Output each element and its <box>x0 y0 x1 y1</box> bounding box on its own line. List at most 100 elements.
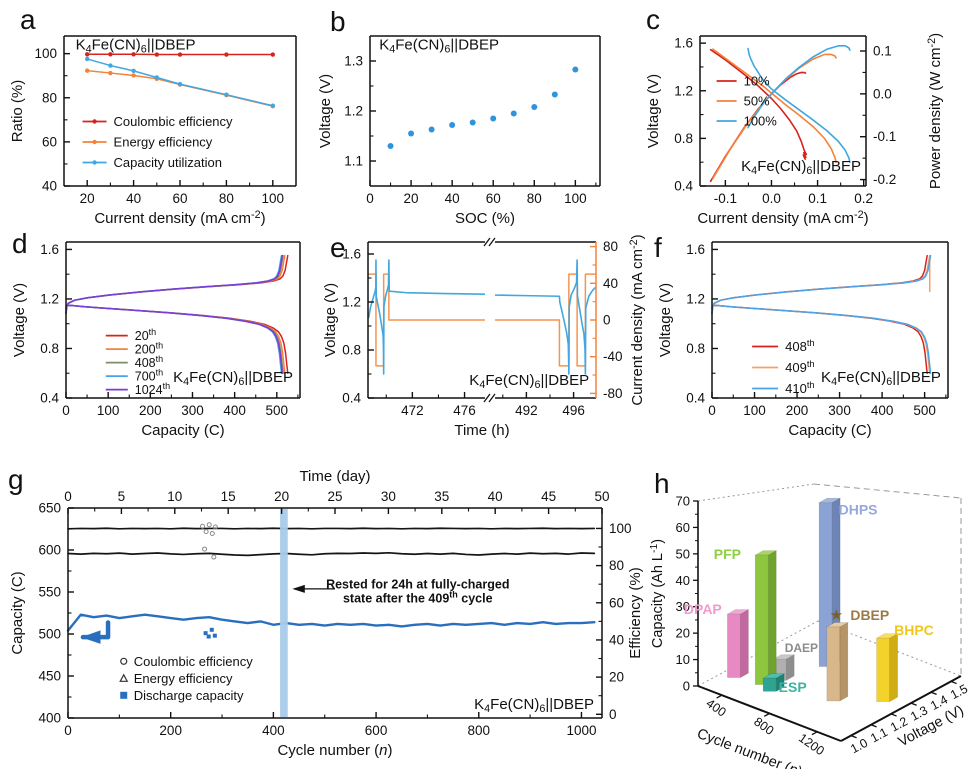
svg-text:60: 60 <box>486 191 501 206</box>
svg-text:200: 200 <box>159 723 182 738</box>
svg-text:472: 472 <box>401 403 424 418</box>
svg-text:0: 0 <box>64 489 72 504</box>
svg-text:400: 400 <box>262 723 285 738</box>
svg-text:800: 800 <box>751 715 776 738</box>
svg-text:60: 60 <box>42 134 57 149</box>
svg-text:Current density (mA cm-2): Current density (mA cm-2) <box>628 234 646 405</box>
svg-text:1.2: 1.2 <box>344 104 363 119</box>
svg-text:100: 100 <box>97 403 120 418</box>
svg-text:409th: 409th <box>785 359 815 375</box>
svg-text:492: 492 <box>515 403 538 418</box>
svg-text:400: 400 <box>704 696 729 719</box>
svg-text:600: 600 <box>38 543 61 558</box>
svg-text:Voltage (V): Voltage (V) <box>645 74 662 148</box>
svg-text:70: 70 <box>676 494 690 509</box>
svg-text:0.8: 0.8 <box>342 343 361 358</box>
svg-text:Capacity (C): Capacity (C) <box>788 422 871 439</box>
svg-text:408th: 408th <box>135 354 163 370</box>
svg-text:K4Fe(CN)6||DBEP: K4Fe(CN)6||DBEP <box>379 37 499 56</box>
svg-text:Energy efficiency: Energy efficiency <box>114 135 213 150</box>
svg-text:100: 100 <box>609 521 632 536</box>
panel-h-3d-comparison-chart: 0 10 20 30 40 50 60 70 Capacity (Ah L-1) 400 800 12… <box>649 483 968 769</box>
svg-text:0.8: 0.8 <box>674 131 693 146</box>
svg-text:1.3: 1.3 <box>344 54 363 69</box>
svg-text:-40: -40 <box>603 349 623 364</box>
svg-text:20th: 20th <box>135 327 156 343</box>
svg-text:200: 200 <box>139 403 162 418</box>
svg-text:496: 496 <box>562 403 585 418</box>
svg-text:0.4: 0.4 <box>674 179 693 194</box>
svg-text:80: 80 <box>219 191 234 206</box>
svg-text:-80: -80 <box>603 386 623 401</box>
panel-h-letter: h <box>654 468 670 499</box>
svg-text:410th: 410th <box>785 380 815 396</box>
svg-text:DAEP: DAEP <box>785 641 818 655</box>
svg-text:Capacity (C): Capacity (C) <box>9 571 26 654</box>
panel-f-rest-cycles-chart: 0 100 200 300 400 500 Capacity (C) 0.4 0.8 1.2 1.6… <box>657 241 949 439</box>
svg-text:100%: 100% <box>744 114 778 129</box>
svg-text:0.0: 0.0 <box>762 191 781 206</box>
svg-text:40: 40 <box>42 179 57 194</box>
svg-text:0: 0 <box>64 723 72 738</box>
svg-text:40: 40 <box>603 276 618 291</box>
svg-text:700th: 700th <box>135 368 163 384</box>
svg-text:Capacity (C): Capacity (C) <box>141 422 224 439</box>
panel-d-charge-discharge-chart: 0 100 200 300 400 500 Capacity (C) 0.4 0.8 1.2 1.6… <box>11 241 301 439</box>
svg-text:0: 0 <box>708 403 716 418</box>
svg-text:0.2: 0.2 <box>854 191 873 206</box>
svg-text:0.8: 0.8 <box>686 341 705 356</box>
svg-text:30: 30 <box>676 599 690 614</box>
svg-text:0: 0 <box>366 191 374 206</box>
svg-text:20: 20 <box>80 191 95 206</box>
svg-text:K4Fe(CN)6||DBEP: K4Fe(CN)6||DBEP <box>474 696 594 715</box>
svg-text:DHPS: DHPS <box>839 502 878 518</box>
panel-a-letter: a <box>20 4 36 35</box>
svg-text:500: 500 <box>38 627 61 642</box>
svg-text:40: 40 <box>676 573 690 588</box>
svg-text:1.1: 1.1 <box>868 725 890 746</box>
svg-text:15: 15 <box>221 489 236 504</box>
svg-text:DBEP: DBEP <box>850 607 889 623</box>
svg-text:50%: 50% <box>744 94 770 109</box>
svg-text:Rested for 24h at fully-charge: Rested for 24h at fully-charged <box>326 577 509 591</box>
svg-text:1.2: 1.2 <box>686 291 705 306</box>
svg-text:0.1: 0.1 <box>873 44 892 59</box>
svg-text:Current density (mA cm-2): Current density (mA cm-2) <box>94 209 265 227</box>
svg-text:state after the 409th cycle: state after the 409th cycle <box>343 590 493 606</box>
svg-text:DPAP: DPAP <box>684 601 722 617</box>
svg-text:Efficiency (%): Efficiency (%) <box>627 567 644 658</box>
svg-text:80: 80 <box>609 558 624 573</box>
svg-text:Capacity (Ah L-1): Capacity (Ah L-1) <box>649 539 666 648</box>
svg-text:1000: 1000 <box>566 723 596 738</box>
panel-b-ocv-soc-chart: 0 20 40 60 80 100 SOC (%) 1.1 1.2 1.3 Voltage (V) K… <box>317 35 601 227</box>
svg-text:200th: 200th <box>135 341 163 357</box>
svg-text:Current density (mA cm-2): Current density (mA cm-2) <box>697 209 868 227</box>
svg-text:60: 60 <box>609 595 624 610</box>
svg-text:K4Fe(CN)6||DBEP: K4Fe(CN)6||DBEP <box>821 369 941 388</box>
svg-text:100: 100 <box>34 46 57 61</box>
svg-text:ESP: ESP <box>779 679 807 695</box>
svg-text:200: 200 <box>786 403 809 418</box>
panel-e-voltage-time-chart: 472 476 492 496 Time (h) 0.4 0.8 1.2 1.6 Voltage … <box>322 234 646 439</box>
svg-text:500: 500 <box>913 403 936 418</box>
svg-text:1.6: 1.6 <box>674 36 693 51</box>
svg-text:0.4: 0.4 <box>342 391 361 406</box>
svg-text:40: 40 <box>609 632 624 647</box>
svg-text:0: 0 <box>683 679 690 694</box>
svg-text:30: 30 <box>381 489 396 504</box>
svg-text:476: 476 <box>453 403 476 418</box>
svg-text:550: 550 <box>38 585 61 600</box>
svg-text:★: ★ <box>830 607 843 624</box>
svg-text:100: 100 <box>262 191 285 206</box>
svg-text:1.2: 1.2 <box>342 295 361 310</box>
svg-text:1.5: 1.5 <box>948 682 968 703</box>
panel-g-letter: g <box>8 464 24 495</box>
svg-text:20: 20 <box>404 191 419 206</box>
svg-text:80: 80 <box>42 90 57 105</box>
svg-text:Coulombic efficiency: Coulombic efficiency <box>134 654 253 669</box>
panel-b-letter: b <box>330 6 346 37</box>
svg-text:Voltage (V): Voltage (V) <box>657 283 674 357</box>
svg-text:-0.2: -0.2 <box>873 172 896 187</box>
svg-text:BHPC: BHPC <box>894 622 934 638</box>
